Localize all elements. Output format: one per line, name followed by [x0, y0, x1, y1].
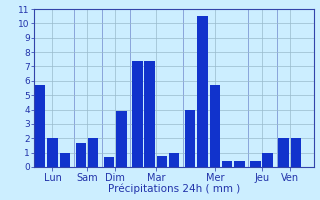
Bar	[250, 161, 260, 167]
Bar	[116, 111, 127, 167]
Bar	[291, 138, 301, 167]
Bar	[157, 156, 167, 167]
Bar	[35, 85, 45, 167]
Bar	[262, 153, 273, 167]
Bar	[76, 143, 86, 167]
Bar	[104, 157, 114, 167]
Bar	[222, 161, 232, 167]
Bar	[278, 138, 289, 167]
Bar	[132, 61, 143, 167]
Bar	[210, 85, 220, 167]
Bar	[197, 16, 208, 167]
Bar	[169, 153, 180, 167]
X-axis label: Précipitations 24h ( mm ): Précipitations 24h ( mm )	[108, 184, 240, 194]
Bar	[185, 110, 196, 167]
Bar	[88, 138, 98, 167]
Bar	[144, 61, 155, 167]
Bar	[60, 153, 70, 167]
Bar	[47, 138, 58, 167]
Bar	[234, 161, 245, 167]
